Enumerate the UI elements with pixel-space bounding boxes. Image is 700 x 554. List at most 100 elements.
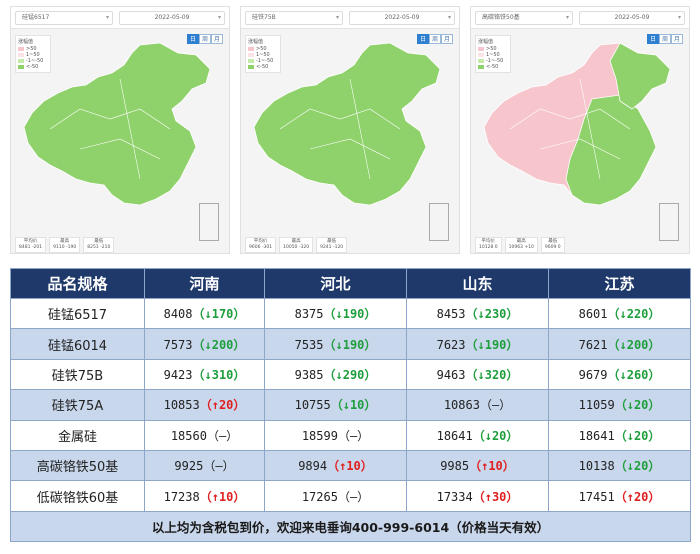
chevron-down-icon: ▾ <box>335 14 339 21</box>
price-change: （↓170） <box>192 307 246 322</box>
stat-box: 最低 9241 -120 <box>316 237 348 253</box>
column-header: 山东 <box>406 268 549 299</box>
period-toggle-button[interactable]: 月 <box>211 34 223 44</box>
china-map[interactable] <box>17 39 223 209</box>
date-select[interactable]: 2022-05-09 ▾ <box>349 11 455 25</box>
table-footer-row: 以上均为含税包到价，欢迎来电垂询400-999-6014（价格当天有效） <box>10 510 691 542</box>
stat-value: 9606 -301 <box>249 245 273 251</box>
price-change: （—） <box>337 489 370 504</box>
legend-label: -1~-50 <box>486 58 504 64</box>
province-borders <box>509 78 631 180</box>
period-toggle-button[interactable]: 月 <box>671 34 683 44</box>
period-toggle-button[interactable]: 日 <box>417 34 429 44</box>
price-change: （↑10） <box>469 459 515 474</box>
price-change: （↓10） <box>330 398 377 413</box>
price-value: 7535 <box>294 337 324 352</box>
price-note: 以上均为含税包到价，欢迎来电垂询400-999-6014（价格当天有效） <box>10 510 691 542</box>
period-toggle-button[interactable]: 周 <box>659 34 671 44</box>
period-toggle-button[interactable]: 周 <box>199 34 211 44</box>
legend-item: -1~-50 <box>478 58 508 64</box>
period-toggle-button[interactable]: 周 <box>429 34 441 44</box>
panel-toolbar: 高碳铬铁50基 ▾ 2022-05-09 ▾ <box>471 7 689 29</box>
legend-label: -1~-50 <box>26 58 44 64</box>
china-map[interactable] <box>477 39 683 209</box>
stat-value: 10050 -320 <box>283 245 310 251</box>
date-select[interactable]: 2022-05-09 ▾ <box>579 11 685 25</box>
price-change: （↑10） <box>199 489 246 504</box>
price-cell: 10138（↓20） <box>548 449 691 482</box>
period-toggle-button[interactable]: 日 <box>647 34 659 44</box>
price-value: 9925 <box>174 459 204 474</box>
price-cell: 8453（↓230） <box>406 297 549 330</box>
map-stats: 平均价 9606 -301 最高 10050 -320 最低 9241 -120 <box>245 237 348 253</box>
legend-item: -1~-50 <box>248 58 278 64</box>
legend-item: 1~50 <box>248 52 278 58</box>
price-cell: 7623（↓190） <box>406 328 549 360</box>
spec-select[interactable]: 硅锰6517 ▾ <box>15 11 113 25</box>
chevron-down-icon: ▾ <box>217 14 221 21</box>
legend-label: >50 <box>256 46 267 52</box>
map-panel: 高碳铬铁50基 ▾ 2022-05-09 ▾ 日周月 涨幅值 >50 1~50 -1~-… <box>470 6 690 254</box>
price-change: （—） <box>206 428 239 443</box>
price-value: 8375 <box>294 307 324 322</box>
table-row: 硅铁75B 9423（↓310） 9385（↓290） 9463（↓320） 9679（… <box>10 358 691 391</box>
province-borders <box>49 78 171 180</box>
price-value: 7623 <box>436 337 466 352</box>
date-label: 2022-05-09 <box>614 14 650 21</box>
stat-label: 最高 <box>53 239 77 245</box>
legend-label: <-50 <box>256 64 269 70</box>
map-region[interactable] <box>253 42 441 206</box>
legend-title: 涨幅值 <box>248 39 264 45</box>
spec-select[interactable]: 高碳铬铁50基 ▾ <box>475 11 573 25</box>
price-value: 18599 <box>301 428 338 443</box>
legend-swatch <box>478 53 484 57</box>
price-value: 8601 <box>578 307 608 322</box>
price-change: （—） <box>337 428 370 443</box>
table-row: 硅锰6014 7573（↓200） 7535（↓190） 7623（↓190） 7621… <box>10 328 691 360</box>
table-row: 金属硅 18560（—） 18599（—） 18641（↓20） 18641（↓20） <box>10 419 691 451</box>
date-select[interactable]: 2022-05-09 ▾ <box>119 11 225 25</box>
price-change: （↓190） <box>465 337 519 352</box>
price-cell: 10755（↓10） <box>264 389 407 421</box>
legend-label: 1~50 <box>26 52 40 58</box>
map-region[interactable] <box>609 42 671 110</box>
legend-title: 涨幅值 <box>478 39 494 45</box>
period-toggle-button[interactable]: 日 <box>187 34 199 44</box>
spec-select[interactable]: 硅铁75B ▾ <box>245 11 343 25</box>
province-borders <box>279 78 401 180</box>
period-toggle-button[interactable]: 月 <box>441 34 453 44</box>
spec-label: 硅锰6517 <box>22 14 50 21</box>
price-cell: 8375（↓190） <box>264 297 407 330</box>
legend-swatch <box>248 47 254 51</box>
chevron-down-icon: ▾ <box>677 14 681 21</box>
stat-label: 最低 <box>87 239 111 245</box>
price-cell: 18641（↓20） <box>406 419 549 451</box>
legend-label: 1~50 <box>486 52 500 58</box>
spec-label: 高碳铬铁50基 <box>482 14 520 21</box>
price-cell: 9925（—） <box>144 449 265 482</box>
price-value: 10755 <box>294 398 331 413</box>
price-value: 17238 <box>163 489 200 504</box>
price-value: 7621 <box>578 337 608 352</box>
south-sea-inset <box>199 203 219 241</box>
price-change: （↓200） <box>607 337 661 352</box>
price-change: （↓20） <box>472 428 519 443</box>
legend-item: >50 <box>18 46 48 52</box>
price-change: （↑10） <box>327 459 373 474</box>
product-name: 硅锰6517 <box>10 297 145 330</box>
map-legend: 涨幅值 >50 1~50 -1~-50 <-50 <box>245 35 281 73</box>
price-cell: 9385（↓290） <box>264 358 407 391</box>
legend-item: >50 <box>478 46 508 52</box>
price-value: 10138 <box>578 459 615 474</box>
china-map[interactable] <box>247 39 453 209</box>
price-cell: 9894（↑10） <box>264 449 407 482</box>
price-value: 8408 <box>163 307 193 322</box>
legend-swatch <box>18 59 24 63</box>
price-cell: 9985（↑10） <box>406 449 549 482</box>
legend-item: <-50 <box>248 64 278 70</box>
column-header: 江苏 <box>548 268 691 299</box>
chevron-down-icon: ▾ <box>565 14 569 21</box>
map-region[interactable] <box>23 42 211 206</box>
panel-toolbar: 硅锰6517 ▾ 2022-05-09 ▾ <box>11 7 229 29</box>
legend-item: >50 <box>248 46 278 52</box>
